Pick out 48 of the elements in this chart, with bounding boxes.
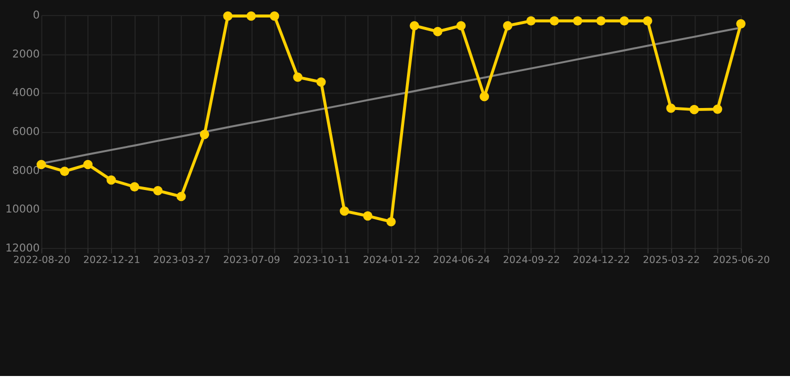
point xyxy=(106,175,116,185)
point xyxy=(316,77,326,87)
y-tick-label: 6000 xyxy=(12,124,40,138)
point xyxy=(620,16,629,26)
point xyxy=(503,21,512,30)
x-tick-label: 2024-06-24 xyxy=(433,255,490,266)
y-tick-label: 8000 xyxy=(12,164,40,177)
y-tick-label: 0 xyxy=(32,8,40,22)
point xyxy=(433,26,442,36)
point xyxy=(596,16,606,26)
point xyxy=(410,21,420,30)
y-tick-label: 10000 xyxy=(5,202,40,216)
point xyxy=(293,72,302,82)
point xyxy=(83,160,93,170)
x-tick-label: 2024-12-22 xyxy=(572,255,630,266)
point xyxy=(340,206,350,216)
point xyxy=(130,182,140,192)
point xyxy=(200,130,210,140)
point xyxy=(153,186,163,196)
x-tick-label: 2023-07-09 xyxy=(223,255,280,266)
point xyxy=(223,11,232,21)
point xyxy=(480,92,490,102)
point xyxy=(666,104,676,113)
point xyxy=(270,11,280,21)
y-tick-label: 4000 xyxy=(12,86,40,100)
x-tick-label: 2022-08-20 xyxy=(13,255,70,266)
point xyxy=(572,16,582,26)
x-tick-label: 2023-10-11 xyxy=(293,255,350,266)
x-tick-label: 2024-09-22 xyxy=(502,255,560,266)
x-tick-label: 2025-03-22 xyxy=(642,255,700,266)
point xyxy=(456,21,466,30)
x-tick-label: 2025-06-20 xyxy=(712,255,770,266)
point xyxy=(690,104,699,114)
point xyxy=(642,16,652,26)
x-tick-label: 2022-12-21 xyxy=(83,255,140,266)
point xyxy=(526,16,536,26)
y-tick-label: 2000 xyxy=(12,47,40,60)
x-tick-label: 2023-03-27 xyxy=(153,255,210,266)
point xyxy=(386,217,396,226)
point xyxy=(60,166,70,176)
point xyxy=(712,104,722,114)
point xyxy=(550,16,559,26)
point xyxy=(363,211,372,221)
y-tick-label: 12000 xyxy=(5,241,40,254)
point xyxy=(176,192,186,202)
point xyxy=(246,11,256,21)
point xyxy=(736,19,746,28)
x-tick-label: 2024-01-22 xyxy=(363,255,420,266)
